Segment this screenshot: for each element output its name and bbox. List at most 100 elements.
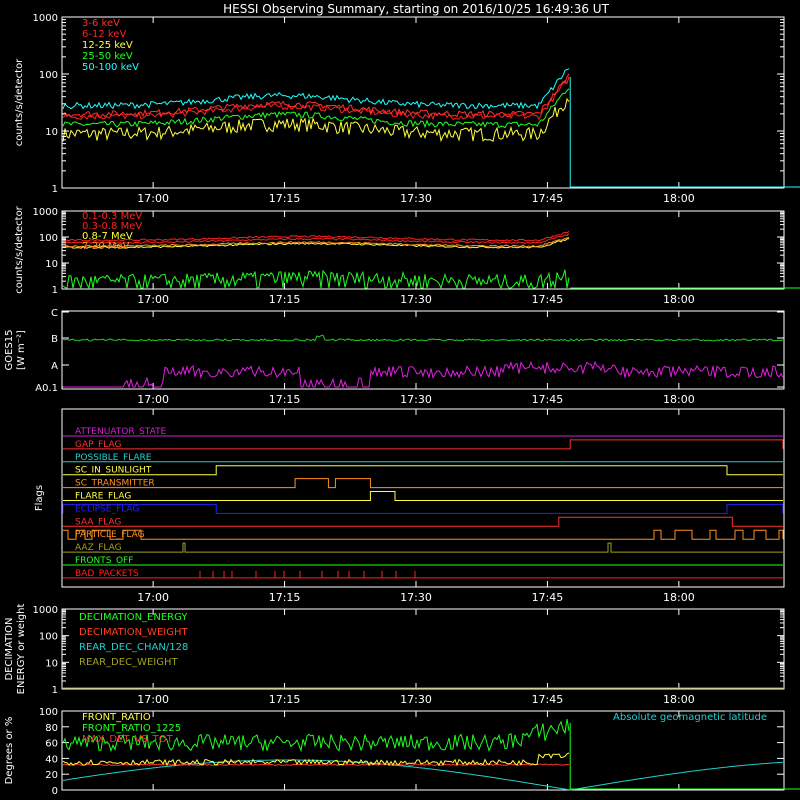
panel-decimation-frame — [61, 608, 785, 690]
ratios-ytick-label: 0 — [52, 786, 58, 797]
flag-label: AAZ_FLAG — [75, 543, 122, 553]
figure-title: HESSI Observing Summary, starting on 201… — [223, 2, 609, 16]
panel-low-energy-legend-entry: 50-100 keV — [82, 62, 139, 73]
flag-label: BAD_PACKETS — [75, 569, 139, 579]
flag-label: FRONTS_OFF — [75, 556, 133, 566]
flag-trace — [63, 478, 783, 489]
panel-goes-frame — [61, 310, 785, 390]
flag-trace — [63, 529, 784, 540]
panel-decimation-legend-entry: DECIMATION_ENERGY — [79, 612, 188, 623]
panel-high-energy-legend-entry: 0.8-7 MeV — [82, 231, 133, 242]
flag-label: ATTENUATOR_STATE — [75, 427, 167, 437]
panel-decimation-legend-entry: REAR_DEC_WEIGHT — [79, 657, 178, 668]
series-FRONT_RATIO — [62, 752, 570, 767]
flag-trace — [62, 503, 784, 514]
panel-low-energy-legend-entry: 12-25 keV — [82, 40, 133, 51]
panel-flags-xtick-label: 17:30 — [400, 591, 432, 604]
panel-flags-frame — [61, 408, 785, 588]
panel-high-energy-ylabel: counts/s/detector — [14, 205, 25, 293]
panel-high-energy-xtick-label: 18:00 — [663, 293, 695, 306]
panel-high-energy-xtick-label: 17:30 — [400, 293, 432, 306]
flag-label: GAP_FLAG — [75, 440, 121, 450]
panel-low-energy-frame — [61, 16, 785, 189]
panel-ratios-legend-entry: FRONT_RATIO_1225 — [82, 723, 181, 734]
flag-trace — [63, 439, 784, 450]
panel-low-energy-legend-entry: 3-6 keV — [82, 18, 120, 29]
panel-decimation-xtick-label: 17:45 — [532, 693, 564, 706]
flag-label: POSSIBLE_FLARE — [75, 453, 152, 463]
flag-label: SC_IN_SUNLIGHT — [75, 466, 152, 476]
panel-flags-xtick-label: 17:45 — [532, 591, 564, 604]
panel-decimation-ytick-label: 1000 — [33, 605, 58, 616]
series-0.1-0.3-MeV — [63, 230, 570, 242]
panel-flags-xtick-label: 17:15 — [269, 591, 301, 604]
goes-ytick-label: B — [51, 334, 58, 345]
panel-goes-xtick-label: 17:45 — [532, 393, 564, 406]
panel-decimation-xtick-label: 17:30 — [400, 693, 432, 706]
panel-low-energy-xtick-label: 18:00 — [663, 192, 695, 205]
panel-flags-xtick-label: 17:00 — [137, 591, 169, 604]
panel-decimation-ytick-label: 10 — [45, 658, 58, 669]
ratios-ytick-label: 60 — [45, 739, 58, 750]
panel-low-energy-legend-entry: 25-50 keV — [82, 51, 133, 62]
series-green — [62, 269, 570, 290]
panel-ratios-legend-entry: FRONT_RATIO — [82, 712, 151, 723]
flag-label: FLARE_FLAG — [75, 492, 131, 502]
flag-trace — [63, 516, 783, 527]
goes-long-channel-line — [62, 334, 784, 342]
panel-high-energy-legend-entry: 0.3-0.8 MeV — [82, 221, 142, 232]
panel-decimation-legend-entry: REAR_DEC_CHAN/128 — [79, 642, 188, 653]
goes-ytick-label: A — [51, 361, 58, 372]
panel-ratios-frame — [61, 710, 785, 791]
ratios-ytick-label: 100 — [39, 707, 58, 718]
goes-ytick-label: C — [51, 308, 58, 319]
panel-decimation-ylabel: ENERGY or weight — [16, 604, 27, 695]
panel-ratios-legend-entry: MAX_DET_VS_TOT — [82, 734, 174, 745]
panel-low-energy-ytick-label: 10 — [45, 127, 58, 138]
panel-high-energy-xtick-label: 17:15 — [269, 293, 301, 306]
panel-high-energy-ytick-label: 10 — [45, 259, 58, 270]
panel-low-energy-ytick-label: 1 — [52, 184, 58, 195]
panel-high-energy-ytick-label: 1 — [52, 285, 58, 296]
panel-low-energy-xtick-label: 17:45 — [532, 192, 564, 205]
panel-low-energy-xtick-label: 17:00 — [137, 192, 169, 205]
panel-decimation-ytick-label: 1 — [52, 685, 58, 696]
geomagnetic-latitude-line — [62, 759, 784, 791]
panel-high-energy-legend-entry: 0.1-0.3 MeV — [82, 211, 142, 222]
series-FRONT_RATIO_1225 — [62, 719, 570, 753]
flag-trace — [63, 542, 783, 553]
panel-goes-ylabel: GOES15 — [4, 329, 15, 370]
panel-high-energy-xtick-label: 17:00 — [137, 293, 169, 306]
goes-short-channel-line — [63, 360, 784, 389]
panel-goes-xtick-label: 17:30 — [400, 393, 432, 406]
panel-high-energy-legend-entry: 7-20 MeV — [82, 241, 130, 252]
panel-low-energy-ytick-label: 100 — [39, 70, 58, 81]
series-50-100-keV — [62, 68, 570, 110]
panel-goes-xtick-label: 17:00 — [137, 393, 169, 406]
panel-low-energy-xtick-label: 17:15 — [269, 192, 301, 205]
goes-ytick-label: A0.1 — [35, 383, 58, 394]
panel-low-energy-xtick-label: 17:30 — [400, 192, 432, 205]
series-25-50-keV — [62, 88, 570, 129]
flag-label: SC_TRANSMITTER — [75, 479, 155, 489]
panel-goes-xtick-label: 17:15 — [269, 393, 301, 406]
series-0.8-7-MeV — [62, 238, 570, 249]
series-MAX_DET_VS_TOT — [62, 763, 569, 767]
ratios-ytick-label: 80 — [45, 723, 58, 734]
series-3-6-keV — [62, 73, 570, 118]
series-7-20-MeV — [62, 236, 570, 248]
panel-low-energy-legend-entry: 6-12 keV — [82, 29, 126, 40]
panel-high-energy-frame — [61, 210, 785, 290]
panel-decimation-ylabel: DECIMATION — [4, 617, 15, 680]
panel-decimation-legend-entry: DECIMATION_WEIGHT — [79, 627, 188, 638]
flag-label: ECLIPSE_FLAG — [75, 504, 139, 514]
panel-ratios-ylabel: Degrees or % — [4, 717, 15, 785]
geomagnetic-latitude-annotation: Absolute geomagnetic latitude — [613, 712, 767, 723]
panel-high-energy-ytick-label: 100 — [39, 233, 58, 244]
panel-goes-xtick-label: 18:00 — [663, 393, 695, 406]
panel-decimation-xtick-label: 18:00 — [663, 693, 695, 706]
series-0.3-0.8-MeV — [62, 233, 570, 245]
series-6-12-keV — [62, 76, 570, 121]
panel-decimation-xtick-label: 17:15 — [269, 693, 301, 706]
